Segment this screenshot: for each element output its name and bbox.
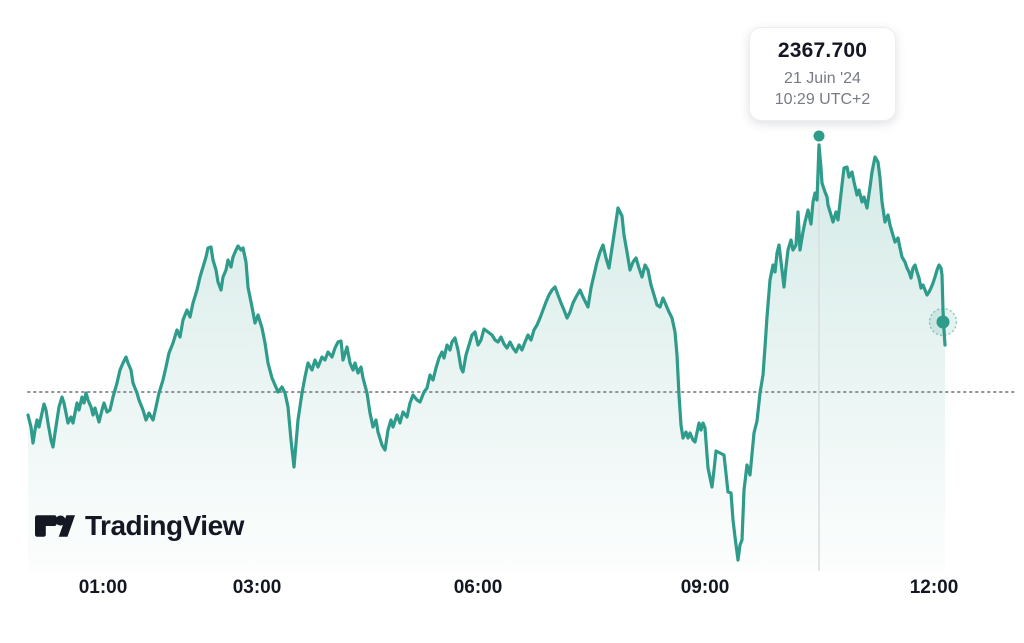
tradingview-logo-icon — [35, 515, 75, 537]
tradingview-logo-text: TradingView — [85, 510, 244, 541]
time-axis-label-0900: 09:00 — [680, 577, 730, 598]
time-axis-label-0100: 01:00 — [78, 577, 128, 598]
tooltip-time: 10:29 UTC+2 — [774, 91, 871, 108]
time-axis-label-0600: 06:00 — [453, 577, 503, 598]
last-price-dot — [936, 315, 950, 329]
crosshair-tooltip: 2367.700 21 Juin '24 10:29 UTC+2 — [749, 27, 896, 121]
price-line — [26, 143, 947, 562]
crosshair-point-dot — [813, 130, 825, 142]
tooltip-date: 21 Juin '24 — [784, 70, 861, 87]
tooltip-price: 2367.700 — [777, 39, 868, 62]
time-axis: 01:00 03:00 06:00 09:00 12:00 — [0, 577, 1024, 603]
tradingview-logo-link[interactable]: TradingView — [35, 510, 244, 542]
time-axis-label-0300: 03:00 — [232, 577, 282, 598]
time-axis-label-1200: 12:00 — [909, 577, 959, 598]
